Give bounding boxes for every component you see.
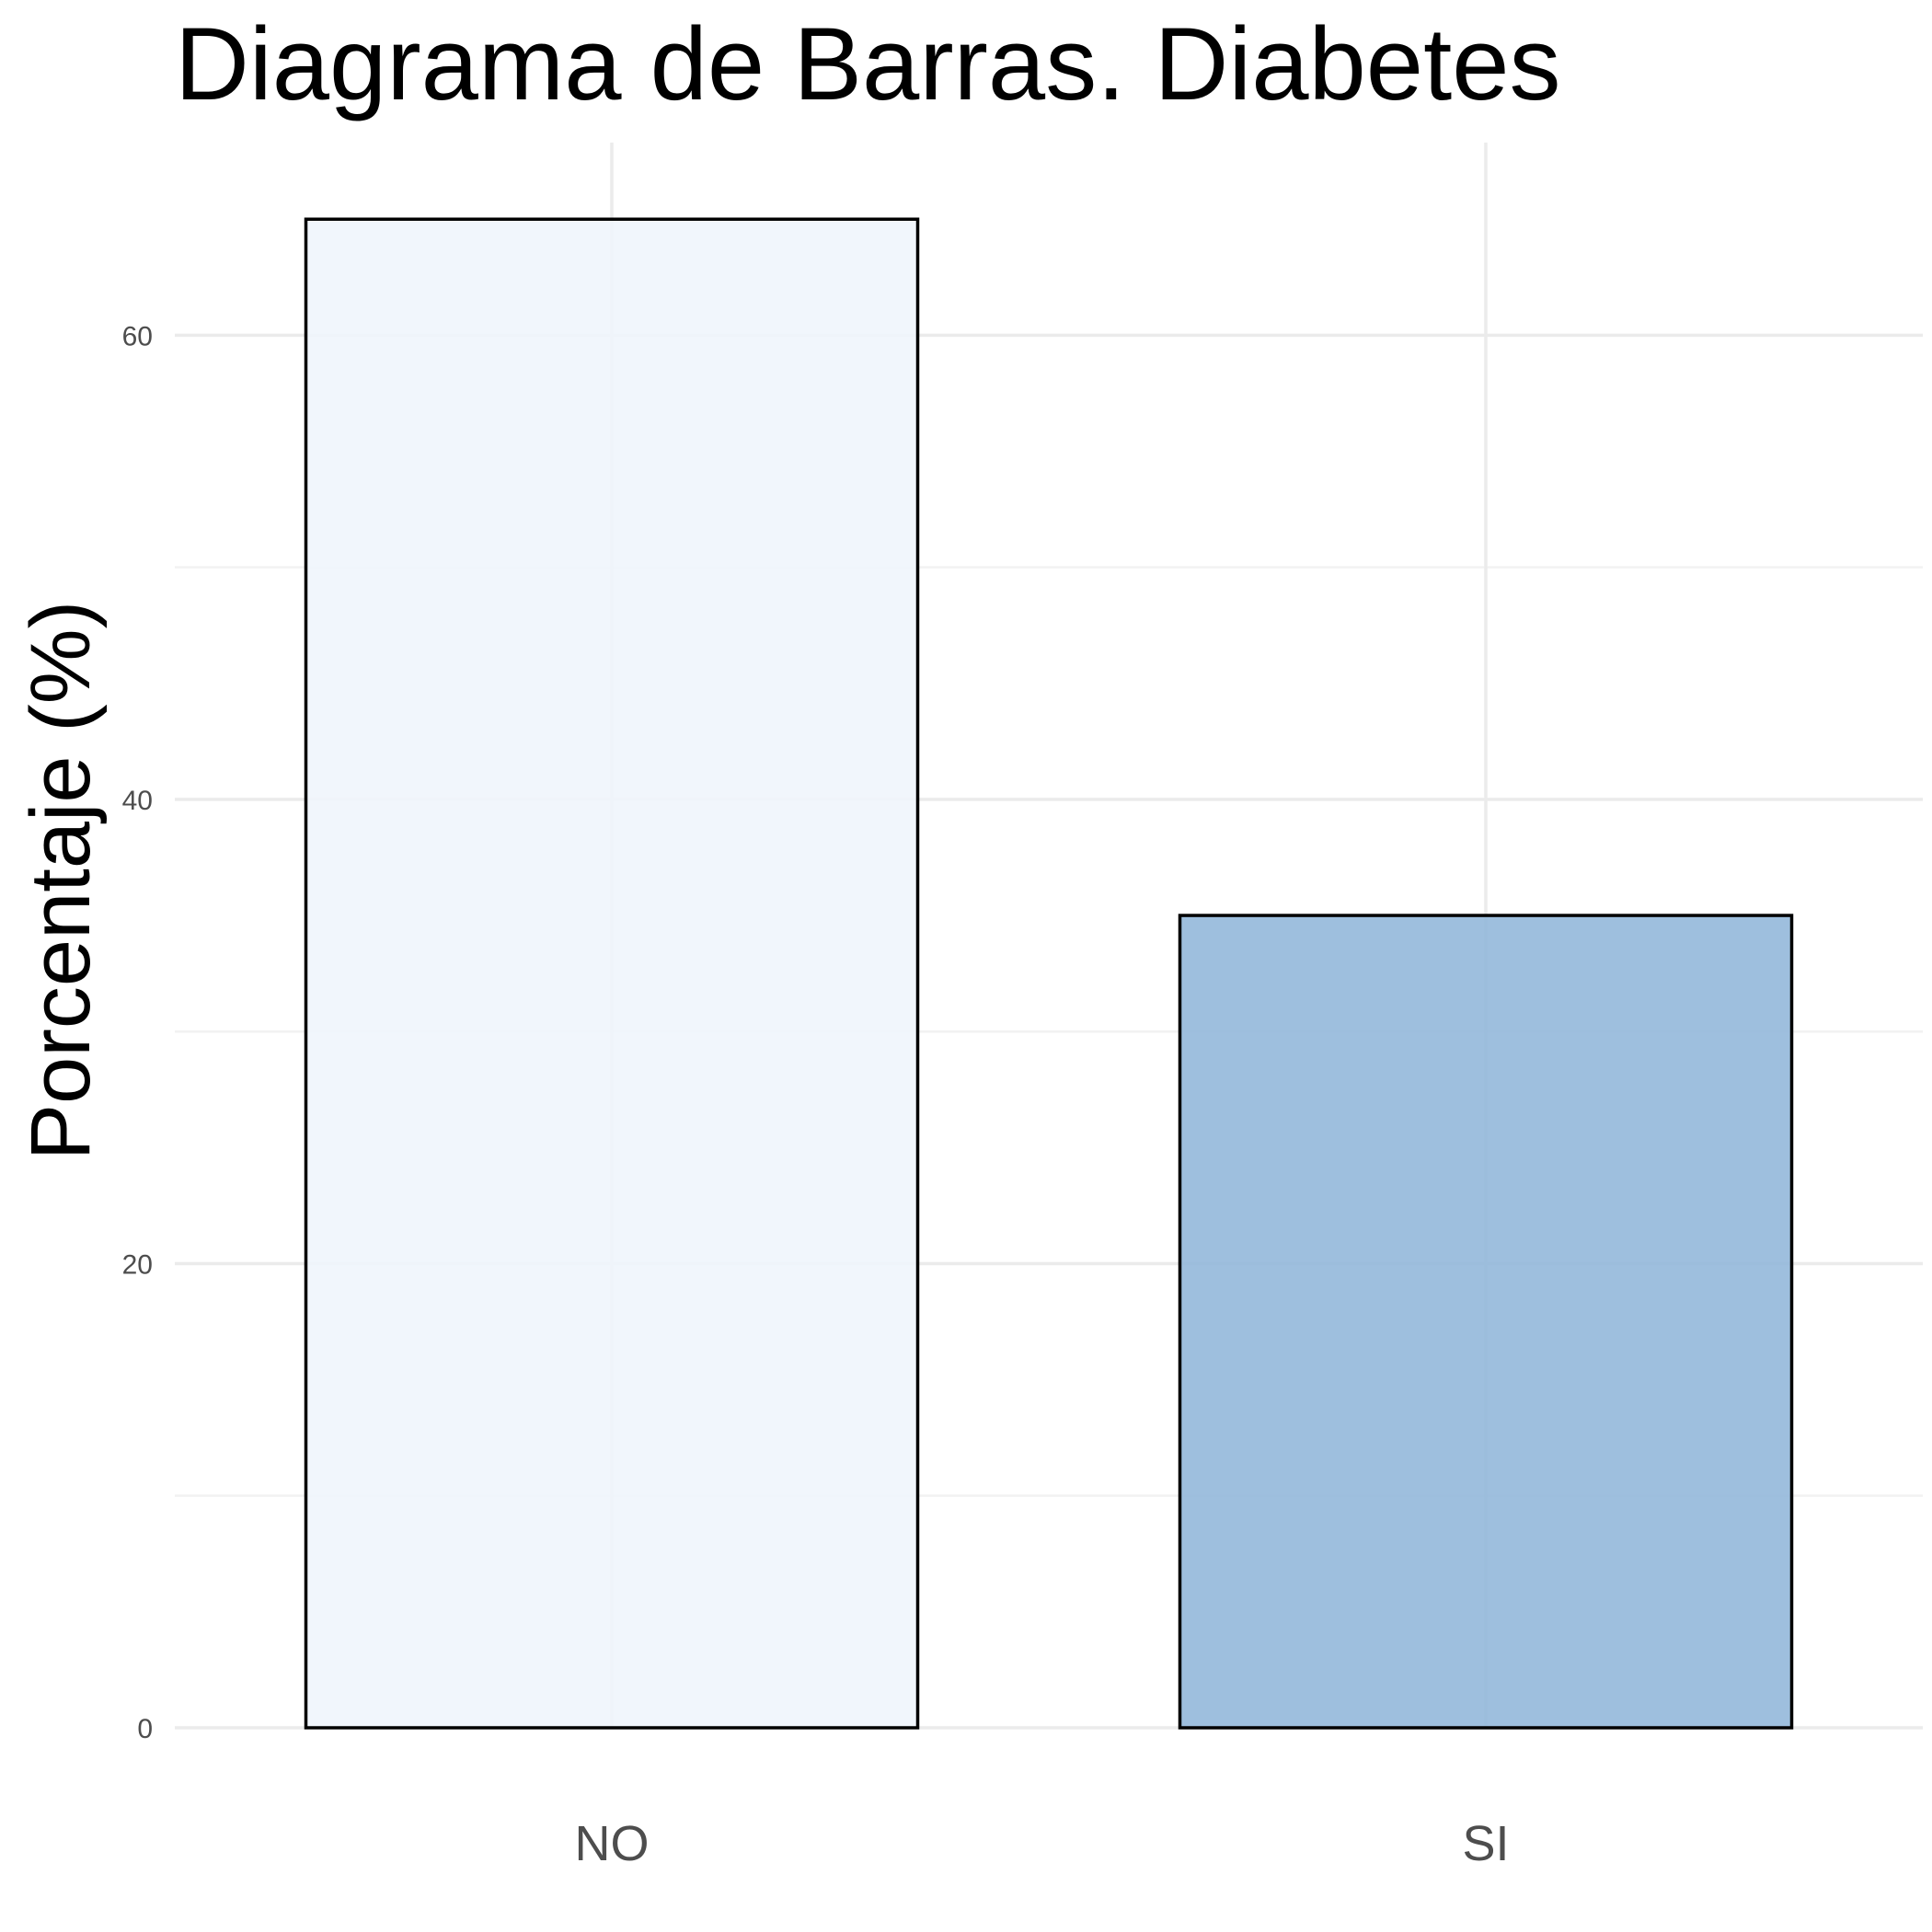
y-tick-label: 60 [122, 321, 153, 351]
y-tick-label: 20 [122, 1249, 153, 1280]
y-tick-label: 0 [137, 1714, 153, 1744]
y-axis-ticks: 0 20 40 60 [122, 321, 153, 1744]
x-tick-label: NO [575, 1816, 650, 1871]
bar-no [304, 217, 920, 1730]
bars [304, 217, 1794, 1730]
chart-title: Diagrama de Barras. Diabetes [175, 6, 1560, 121]
x-tick-label: SI [1462, 1816, 1509, 1871]
bar-si [1178, 914, 1794, 1730]
y-axis-label: Porcentaje (%) [14, 601, 108, 1160]
y-tick-label: 40 [122, 786, 153, 816]
x-axis-ticks: NO SI [575, 1816, 1510, 1871]
